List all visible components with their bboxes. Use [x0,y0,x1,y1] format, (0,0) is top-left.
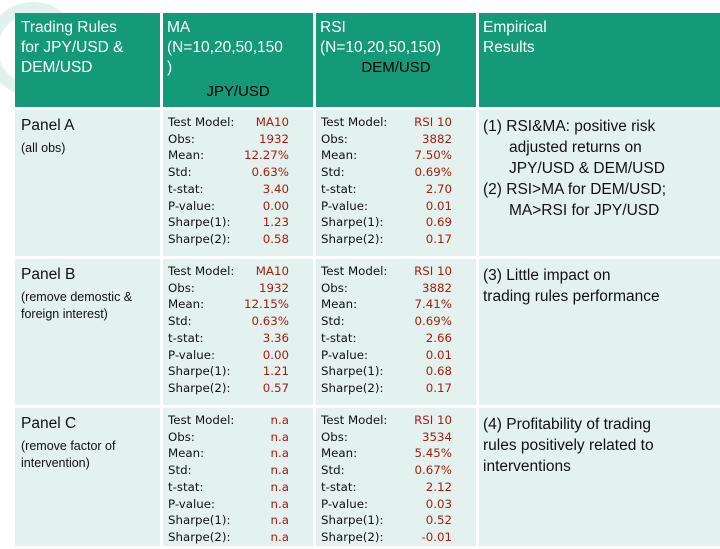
rsi-currency: DEM/USD [361,59,431,76]
header-ma: MA (N=10,20,50,150 ) JPY/USD [163,13,313,107]
header-trading-rules: Trading Rules for JPY/USD & DEM/USD [15,13,160,107]
panel-c-label: Panel C (remove factor of intervention) [15,408,160,546]
panel-b-label: Panel B (remove demostic & foreign inter… [15,259,160,405]
table-row: Panel B (remove demostic & foreign inter… [15,259,720,405]
panel-a-rsi-stats: Test Model: RSI 10 Obs: 3882 Mean: 7.50% St… [316,110,476,256]
panel-b-empirical: (3) Little impact on trading rules perfo… [479,259,720,405]
header-empirical: Empirical Results [479,13,720,107]
panel-c-ma-stats: Test Model: n.a Obs: n.a Mean: n.a Std: n.a … [163,408,313,546]
panel-c-empirical: (4) Profitability of trading rules posit… [479,408,720,546]
table-row: Panel C (remove factor of intervention) … [15,408,720,546]
panel-a-empirical: (1) RSI&MA: positive risk adjusted retur… [479,110,720,256]
table-row: Panel A (all obs) Test Model: MA10 Obs: 19… [15,110,720,256]
panel-b-ma-stats: Test Model: MA10 Obs: 1932 Mean: 12.15% Std… [163,259,313,405]
panel-c-rsi-stats: Test Model: RSI 10 Obs: 3534 Mean: 5.45% St… [316,408,476,546]
trading-rules-table: Trading Rules for JPY/USD & DEM/USD MA (… [12,10,720,549]
panel-a-label: Panel A (all obs) [15,110,160,256]
header-rsi: RSI (N=10,20,50,150) DEM/USD [316,13,476,107]
panel-b-rsi-stats: Test Model: RSI 10 Obs: 3882 Mean: 7.41% St… [316,259,476,405]
ma-currency: JPY/USD [206,83,270,100]
panel-a-ma-stats: Test Model: MA10 Obs: 1932 Mean: 12.27% Std… [163,110,313,256]
